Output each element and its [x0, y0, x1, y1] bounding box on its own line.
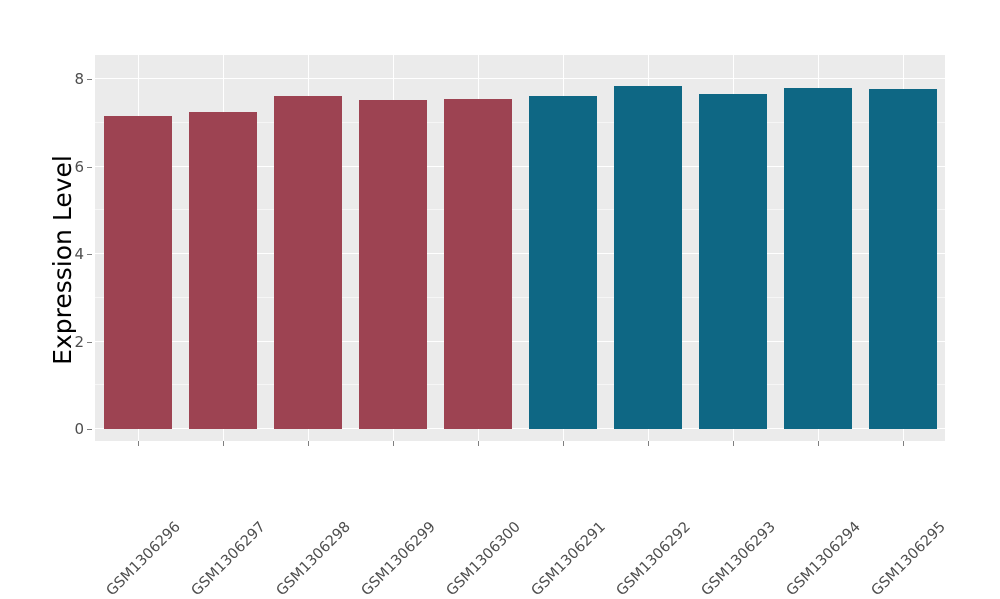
x-tick-label: GSM1306298: [273, 450, 422, 599]
bar[interactable]: [273, 95, 342, 429]
bar[interactable]: [698, 94, 767, 429]
bar[interactable]: [613, 85, 682, 429]
y-tick-label: 0: [74, 420, 84, 438]
gridline-minor: [95, 384, 945, 386]
x-tick-mark: [308, 441, 309, 446]
x-tick-label-text: GSM1306296: [103, 518, 184, 599]
x-tick-label: GSM1306296: [103, 450, 252, 599]
bar[interactable]: [443, 99, 512, 429]
x-tick-mark: [903, 441, 904, 446]
bar[interactable]: [528, 95, 597, 429]
x-tick-mark: [223, 441, 224, 446]
x-tick-label: GSM1306300: [443, 450, 592, 599]
gridline-major: [95, 165, 945, 167]
x-tick-label-text: GSM1306297: [188, 518, 269, 599]
y-tick-mark: [87, 429, 92, 430]
bar[interactable]: [868, 89, 937, 429]
x-tick-mark: [648, 441, 649, 446]
x-tick-label: GSM1306291: [528, 450, 677, 599]
x-tick-mark: [818, 441, 819, 446]
y-tick-mark: [87, 254, 92, 256]
x-tick-mark: [563, 441, 564, 446]
plot-panel: [95, 55, 945, 441]
y-tick-label: 6: [74, 157, 84, 176]
x-tick-label: GSM1306295: [868, 450, 1000, 599]
bar[interactable]: [188, 112, 257, 429]
x-tick-label-text: GSM1306291: [528, 518, 609, 599]
x-tick-mark: [138, 441, 139, 446]
y-tick-label: 2: [74, 332, 84, 351]
gridline-major: [95, 428, 945, 429]
x-tick-label: GSM1306292: [613, 450, 762, 599]
gridline-minor: [95, 121, 945, 123]
x-tick-label-text: GSM1306294: [783, 518, 864, 599]
y-tick-label: 8: [74, 70, 84, 89]
x-tick-label: GSM1306299: [358, 450, 507, 599]
gridline-major: [95, 78, 945, 80]
y-tick-label: 4: [74, 245, 84, 264]
gridline-major: [95, 340, 945, 342]
gridline-minor: [95, 296, 945, 298]
gridline-minor: [95, 209, 945, 211]
x-tick-label: GSM1306297: [188, 450, 337, 599]
x-tick-label: GSM1306294: [783, 450, 932, 599]
x-tick-mark: [478, 441, 479, 446]
x-tick-label: GSM1306293: [698, 450, 847, 599]
x-tick-label-text: GSM1306299: [358, 518, 439, 599]
bar[interactable]: [103, 116, 172, 429]
y-tick-mark: [87, 341, 92, 343]
x-tick-label-text: GSM1306293: [698, 518, 779, 599]
bar-chart: Expression Level 0 2 4 6 8 GSM1306296 GSM13062…: [48, 55, 1000, 599]
y-tick-mark: [87, 79, 92, 81]
gridline-major: [95, 253, 945, 255]
bar[interactable]: [783, 88, 852, 429]
x-tick-mark: [733, 441, 734, 446]
bar[interactable]: [358, 100, 427, 429]
x-tick-label-text: GSM1306300: [443, 518, 524, 599]
x-tick-label-text: GSM1306295: [868, 518, 949, 599]
x-tick-label-text: GSM1306298: [273, 518, 354, 599]
y-tick-mark: [87, 166, 92, 168]
x-tick-mark: [393, 441, 394, 446]
x-tick-label-text: GSM1306292: [613, 518, 694, 599]
